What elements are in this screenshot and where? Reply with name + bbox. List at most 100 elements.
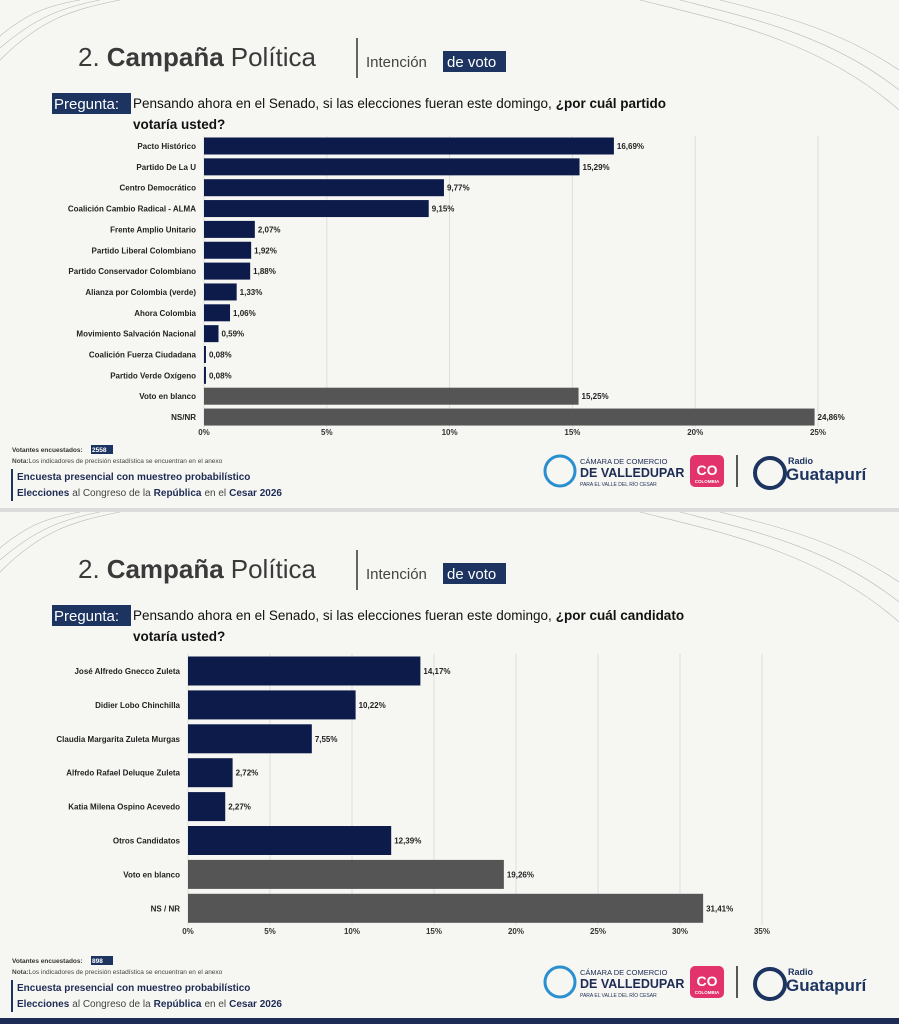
category-label: Coalición Fuerza Ciudadana bbox=[89, 351, 197, 360]
value-label: 9,77% bbox=[447, 184, 470, 193]
category-label: Otros Candidatos bbox=[113, 837, 181, 846]
voters: Votantes encuestados: bbox=[12, 958, 83, 965]
note: Nota:Los indicadores de precisión estadí… bbox=[12, 458, 223, 465]
category-label: Partido Liberal Colombiano bbox=[92, 246, 197, 255]
title-number: 2. bbox=[78, 554, 100, 584]
x-tick-label: 30% bbox=[672, 927, 688, 936]
section-highlight bbox=[443, 51, 506, 72]
logo-icon bbox=[543, 454, 577, 488]
slide: 2. Campaña Política Intención de voto Pregunt… bbox=[0, 512, 899, 1024]
x-tick-label: 10% bbox=[344, 927, 360, 936]
question-bold: ¿por cuál candidato bbox=[556, 608, 684, 623]
x-tick-label: 35% bbox=[754, 927, 770, 936]
slide: 2. Campaña Política Intención de voto Pregunt… bbox=[0, 0, 899, 508]
value-label: 0,08% bbox=[209, 351, 232, 360]
value-label: 31,41% bbox=[706, 904, 733, 913]
category-label: NS / NR bbox=[151, 904, 181, 913]
category-label: Pacto Histórico bbox=[137, 142, 196, 151]
section: Intención bbox=[366, 566, 427, 583]
bar bbox=[204, 304, 231, 322]
category-label: Alfredo Rafael Deluque Zuleta bbox=[66, 769, 180, 778]
question-bold: ¿por cuál partido bbox=[556, 96, 666, 111]
election-part: en el bbox=[204, 488, 226, 499]
value-label: 9,15% bbox=[432, 205, 455, 214]
logo-text: Radio bbox=[788, 456, 814, 466]
x-tick-label: 0% bbox=[198, 428, 210, 437]
election-part: República bbox=[154, 488, 202, 499]
logo-text: COLOMBIA bbox=[695, 990, 720, 995]
survey: Encuesta presencial con muestreo probabi… bbox=[17, 472, 250, 483]
logo-icon bbox=[543, 965, 577, 999]
question-text: Pensando ahora en el Senado, si las elec… bbox=[133, 608, 552, 623]
x-tick-label: 25% bbox=[810, 428, 826, 437]
bar bbox=[204, 179, 444, 197]
logo-text: Guatapurí bbox=[786, 976, 868, 995]
question-label: Pregunta: bbox=[54, 96, 119, 113]
x-tick-label: 5% bbox=[264, 927, 276, 936]
question-label: Pregunta: bbox=[54, 608, 119, 625]
value-label: 10,22% bbox=[359, 701, 386, 710]
logo-text: DE VALLEDUPAR bbox=[580, 977, 684, 991]
category-label: Frente Amplio Unitario bbox=[110, 225, 196, 234]
bar bbox=[188, 859, 504, 889]
bar bbox=[188, 758, 233, 788]
footer-bar bbox=[11, 469, 13, 501]
value-label: 24,86% bbox=[818, 413, 845, 422]
bar bbox=[204, 137, 614, 155]
category-label: Coalición Cambio Radical - ALMA bbox=[68, 205, 196, 214]
value-label: 19,26% bbox=[507, 870, 534, 879]
bar bbox=[188, 792, 226, 822]
category-label: Partido De La U bbox=[136, 163, 196, 172]
bar bbox=[204, 408, 815, 426]
logo-text: CO bbox=[697, 973, 718, 989]
bar bbox=[188, 724, 312, 754]
logo-icon bbox=[753, 456, 787, 490]
section-highlight bbox=[443, 563, 506, 584]
bar bbox=[204, 241, 252, 259]
x-tick-label: 15% bbox=[564, 428, 580, 437]
logo-box bbox=[690, 455, 724, 487]
note-text: Los indicadores de precisión estadística… bbox=[29, 458, 223, 465]
value-label: 1,33% bbox=[240, 288, 263, 297]
decoration bbox=[0, 0, 899, 111]
value-label: 2,07% bbox=[258, 225, 281, 234]
section: Intención bbox=[366, 54, 427, 71]
category-label: Partido Conservador Colombiano bbox=[68, 267, 196, 276]
logo-text: COLOMBIA bbox=[695, 479, 720, 484]
election: Elecciones al Congreso de la República en e… bbox=[17, 999, 282, 1010]
category-label: José Alfredo Gnecco Zuleta bbox=[74, 667, 180, 676]
value-label: 1,06% bbox=[233, 309, 256, 318]
bar bbox=[204, 158, 580, 176]
logo-text: CÁMARA DE COMERCIO bbox=[580, 457, 668, 466]
category-label: Katia Milena Ospino Acevedo bbox=[68, 803, 180, 812]
title-number: 2. bbox=[78, 42, 100, 72]
title: 2. Campaña Política bbox=[78, 554, 317, 584]
value-label: 2,27% bbox=[228, 803, 251, 812]
value-label: 0,59% bbox=[221, 330, 244, 339]
value-label: 7,55% bbox=[315, 735, 338, 744]
value-label: 12,39% bbox=[394, 837, 421, 846]
question-text: Pensando ahora en el Senado, si las elec… bbox=[133, 96, 552, 111]
section-highlight-text: de voto bbox=[447, 54, 496, 71]
bar bbox=[204, 200, 429, 218]
election-part: Elecciones bbox=[17, 488, 70, 499]
question: Pensando ahora en el Senado, si las elec… bbox=[133, 608, 684, 623]
x-tick-label: 20% bbox=[687, 428, 703, 437]
bar bbox=[204, 346, 206, 363]
x-tick-label: 5% bbox=[321, 428, 333, 437]
x-tick-label: 10% bbox=[442, 428, 458, 437]
decoration bbox=[0, 512, 899, 623]
category-label: NS/NR bbox=[171, 413, 196, 422]
x-tick-label: 15% bbox=[426, 927, 442, 936]
bar bbox=[188, 690, 356, 720]
logo-text: CÁMARA DE COMERCIO bbox=[580, 968, 668, 977]
voters-box bbox=[91, 445, 113, 454]
election-part: Elecciones bbox=[17, 999, 70, 1010]
election-part: Cesar 2026 bbox=[229, 488, 282, 499]
value-label: 16,69% bbox=[617, 142, 644, 151]
category-label: Partido Verde Oxígeno bbox=[110, 371, 196, 380]
election-part: en el bbox=[204, 999, 226, 1010]
x-tick-label: 0% bbox=[182, 927, 194, 936]
value-label: 15,29% bbox=[583, 163, 610, 172]
